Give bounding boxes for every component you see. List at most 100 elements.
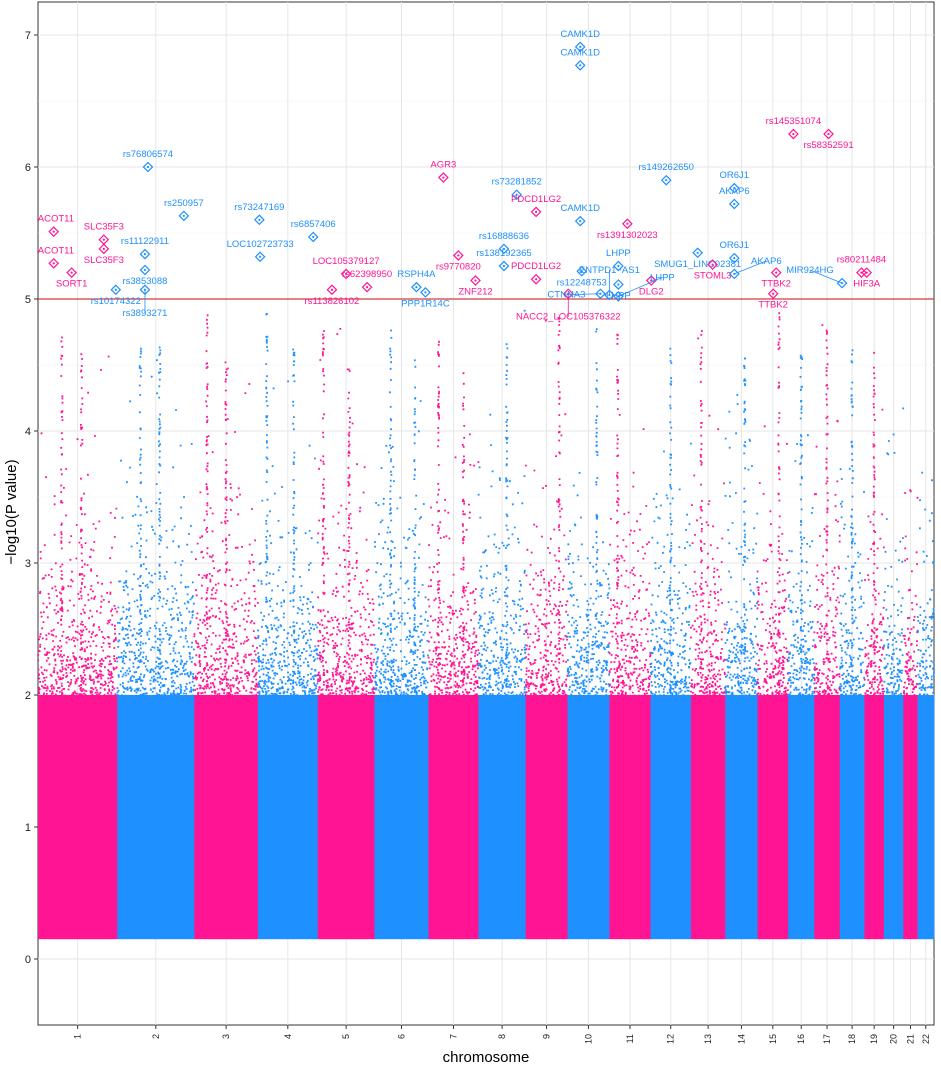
annotated-snp-marker [511, 189, 523, 201]
annotation-label: ACOT11 [38, 245, 74, 256]
annotated-snp-marker [437, 172, 449, 183]
annotation-label: LOC102723733 [227, 239, 294, 250]
annotated-snp-point [580, 270, 583, 273]
annotated-snp-marker [707, 259, 718, 271]
x-tick-label: 19 [869, 1034, 879, 1044]
annotated-snp-point [515, 193, 518, 196]
annotation-label: rs10174322 [91, 296, 141, 307]
annotated-snp-point [258, 218, 261, 221]
annotated-snp-point [535, 210, 538, 213]
x-tick-label: 11 [625, 1034, 635, 1043]
x-tick-label: 9 [542, 1034, 552, 1039]
annotated-snp-marker [574, 215, 586, 227]
x-tick-label: 18 [847, 1034, 857, 1044]
scatter-points-chr2 [116, 346, 196, 697]
annotated-snp-marker [562, 288, 574, 300]
annotation-label: ENTPD1−AS1 [579, 265, 640, 276]
x-tick-label: 3 [221, 1034, 231, 1039]
annotation-label: OR6J1 [720, 170, 750, 181]
annotated-snp-point [330, 288, 334, 291]
scatter-points [37, 309, 935, 697]
annotation-label: rs12248753 [557, 277, 607, 288]
annotation-label: HIF3A [853, 279, 881, 290]
chromosome-band-chr7 [428, 695, 479, 940]
annotated-snp-point [474, 279, 477, 282]
annotated-snp-marker [621, 218, 633, 230]
annotation-label: rs73281852 [492, 177, 542, 188]
scatter-points-chr12 [649, 347, 692, 697]
annotated-snp-point [775, 271, 778, 274]
x-tick-label: 22 [921, 1034, 931, 1044]
scatter-points-chr19 [863, 351, 885, 696]
annotated-snp-point [733, 256, 736, 260]
y-tick-label: 7 [25, 30, 31, 42]
annotated-snp-marker [530, 273, 542, 285]
annotated-snp-point [424, 291, 427, 294]
x-tick-label: 6 [396, 1034, 406, 1039]
annotated-snp-marker [326, 284, 338, 296]
annotated-snp-marker [576, 265, 588, 277]
annotated-snp-marker [728, 182, 740, 194]
annotated-snp-marker [613, 279, 624, 290]
chromosome-band-chr21 [903, 695, 918, 940]
annotation-label: rs73247169 [234, 202, 284, 213]
x-tick-label: 10 [583, 1034, 593, 1044]
annotated-snp-marker [361, 281, 373, 293]
annotation-label: SLC35F3 [84, 222, 124, 233]
annotation-label: PDCD1LG2 [511, 194, 561, 205]
annotated-snp-point [182, 214, 185, 217]
chromosome-band-chr1 [38, 695, 118, 940]
annotation-label: rs58352591 [803, 140, 853, 151]
chromosome-band-chr3 [194, 695, 259, 940]
annotated-snp-marker [613, 260, 624, 272]
annotation-label: rs138192365 [476, 248, 531, 259]
chromosome-band-chr15 [757, 695, 789, 940]
scatter-points-chr5 [317, 328, 376, 697]
annotation-label: rs145351074 [766, 116, 821, 127]
annotated-snp-point [102, 238, 105, 241]
scatter-points-chr16 [787, 354, 816, 697]
annotation-leader-line [809, 269, 843, 284]
annotated-snp-marker [98, 234, 110, 245]
annotated-snp-marker [728, 268, 740, 280]
annotated-snp-point [865, 271, 868, 274]
annotation-label: LOC105379127 [313, 256, 380, 267]
annotated-snp-marker [139, 248, 151, 260]
x-tick-label: 17 [822, 1034, 832, 1044]
annotated-snp-marker [823, 128, 834, 140]
y-tick-label: 4 [25, 426, 31, 438]
annotated-snp-point [650, 279, 653, 282]
chromosome-band-chr12 [650, 695, 692, 940]
annotation-leader-line [734, 260, 767, 275]
annotated-snp-point [617, 264, 620, 268]
annotation-label: ZNF212 [458, 287, 492, 298]
annotation-label: ACOT11 [38, 214, 74, 225]
annotated-snp-marker [48, 226, 60, 238]
annotation-label: rs3853088 [122, 276, 167, 287]
x-tick-label: 15 [768, 1034, 778, 1044]
annotated-snp-point [415, 286, 418, 289]
annotation-label: rs250957 [164, 198, 204, 209]
chromosome-band-chr8 [478, 695, 527, 940]
annotated-snp-marker [770, 267, 782, 278]
chromosome-band-chr9 [525, 695, 568, 940]
x-tick-label: 8 [497, 1034, 507, 1039]
chromosome-band-chr2 [117, 695, 195, 940]
annotated-snp-marker [142, 161, 154, 173]
annotated-snp-point [617, 283, 620, 286]
annotated-snp-marker [728, 198, 740, 210]
chromosome-band-chr17 [814, 695, 841, 940]
y-tick-label: 3 [25, 558, 31, 570]
annotated-snp-marker [836, 277, 848, 289]
annotated-snp-marker [574, 41, 586, 53]
annotated-snp-marker [139, 264, 151, 276]
x-tick-label: 12 [666, 1034, 676, 1044]
annotated-snp-point [102, 247, 105, 250]
chromosome-band-chr14 [725, 695, 758, 940]
annotated-snp-point [579, 220, 582, 223]
annotated-snp-point [535, 278, 538, 281]
annotated-snp-point [52, 230, 55, 233]
chromosome-band-chr4 [257, 695, 319, 940]
